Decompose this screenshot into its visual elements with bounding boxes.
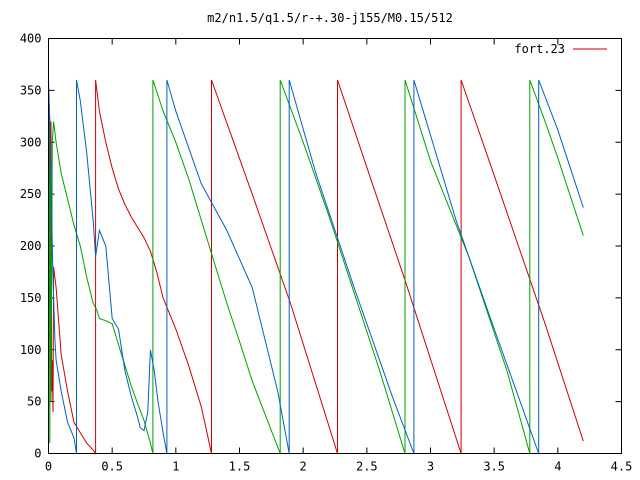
y-tick-label: 100: [20, 343, 42, 357]
chart-title: m2/n1.5/q1.5/r-+.30-j155/M0.15/512: [207, 11, 453, 25]
y-tick-label: 50: [27, 395, 41, 409]
x-tick-label: 2: [300, 460, 307, 474]
series-line-1: [48, 79, 584, 456]
x-tick-label: 0: [45, 460, 52, 474]
series-group: [48, 79, 584, 456]
y-axis: 0 50 100 150 200 250 300 350 400: [20, 32, 622, 461]
y-tick-label: 150: [20, 291, 42, 305]
y-tick-label: 200: [20, 239, 42, 253]
y-tick-label: 300: [20, 135, 42, 149]
y-tick-label: 350: [20, 83, 42, 97]
x-tick-label: 1: [172, 460, 179, 474]
x-tick-label: 4: [554, 460, 561, 474]
y-tick-label: 400: [20, 32, 42, 46]
x-axis: 0 0.5 1 1.5 2 2.5 3 3.5 4 4.5: [45, 38, 633, 474]
x-tick-label: 1.5: [229, 460, 251, 474]
x-tick-label: 4.5: [611, 460, 633, 474]
series-line-2: [48, 79, 584, 454]
legend: fort.23: [514, 42, 607, 56]
x-tick-label: 0.5: [101, 460, 123, 474]
plot-frame: [48, 38, 622, 454]
series-line-3: [48, 79, 584, 454]
x-tick-label: 3.5: [483, 460, 505, 474]
x-tick-label: 3: [427, 460, 434, 474]
y-tick-label: 0: [34, 447, 41, 461]
legend-entry-label: fort.23: [514, 42, 565, 56]
y-tick-label: 250: [20, 187, 42, 201]
x-tick-label: 2.5: [356, 460, 378, 474]
